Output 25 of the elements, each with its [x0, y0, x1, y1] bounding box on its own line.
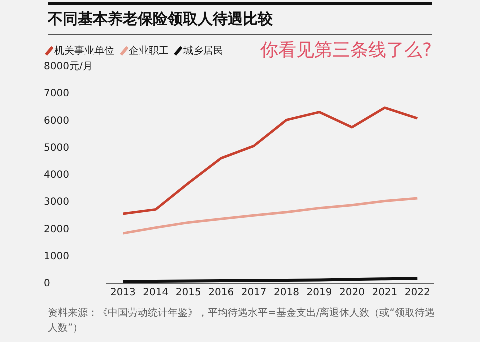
- y-tick-label: 0: [44, 278, 50, 290]
- x-tick-label: 2016: [208, 288, 234, 299]
- y-tick-label: 1000: [44, 251, 70, 262]
- x-tick-label: 2017: [241, 288, 267, 299]
- x-tick-label: 2021: [372, 288, 398, 299]
- y-tick-label: 4000: [44, 170, 70, 182]
- text: 你看见第三条线了么?: [260, 39, 432, 62]
- x-tick-label: 2019: [306, 288, 332, 299]
- y-tick-label: 6000: [44, 116, 70, 127]
- x-tick-label: 2013: [110, 288, 136, 299]
- legend-label: 机关事业单位: [54, 44, 114, 58]
- y-tick-label: 8000元/月: [44, 62, 93, 73]
- y-tick-label: 7000: [44, 88, 70, 100]
- x-tick-label: 2020: [339, 288, 365, 299]
- legend-label: 城乡居民: [182, 44, 224, 58]
- y-tick-label: 5000: [44, 142, 70, 154]
- y-tick-label: 3000: [44, 197, 70, 208]
- legend-label: 企业职工: [128, 44, 169, 58]
- x-tick-label: 2022: [404, 288, 430, 299]
- x-tick-label: 2018: [274, 288, 300, 299]
- x-tick-label: 2015: [176, 288, 202, 299]
- chart-title: 不同基本养老保险领取人待遇比较: [48, 10, 273, 29]
- text: 资料来源：《中国劳动统计年鉴》，平均待遇水平=基金支出/离退休人数（或“领取待遇人数”）: [48, 306, 436, 336]
- x-tick-label: 2014: [143, 288, 169, 299]
- y-tick-label: 2000: [44, 224, 70, 236]
